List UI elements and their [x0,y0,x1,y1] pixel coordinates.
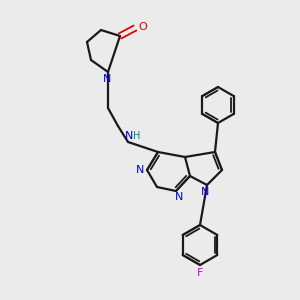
Text: N: N [103,74,111,84]
Text: N: N [175,192,183,202]
Text: N: N [125,131,133,141]
Text: H: H [133,131,141,141]
Text: N: N [201,187,209,197]
Text: O: O [139,22,147,32]
Text: F: F [197,268,203,278]
Text: N: N [136,165,144,175]
